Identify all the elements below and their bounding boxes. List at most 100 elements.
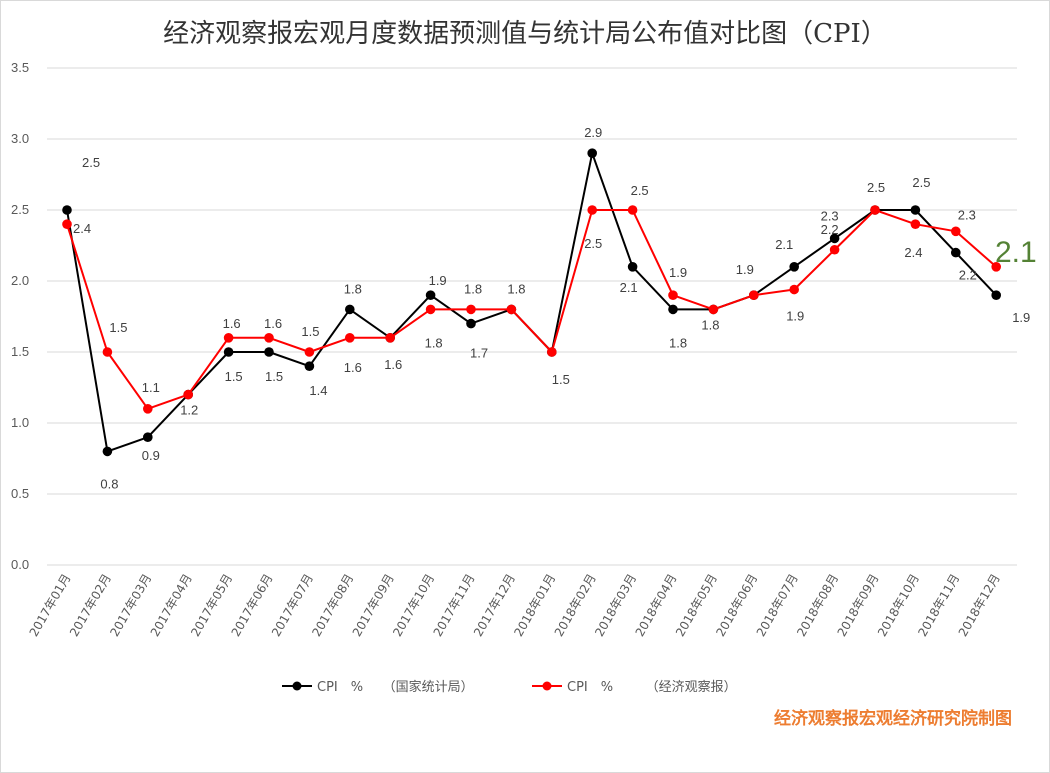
data-point — [102, 446, 113, 457]
data-labels-nbs: 2.5 0.8 0.9 1.2 1.5 1.5 1.4 1.8 1.6 1.9 1.7 1.8 1.5 2… — [82, 125, 1030, 491]
data-label: 1.5 — [225, 369, 243, 384]
data-point — [668, 290, 678, 301]
data-point — [951, 247, 961, 258]
data-label: 2.5 — [867, 180, 885, 195]
data-label: 2.3 — [821, 208, 839, 223]
data-label: 0.8 — [100, 476, 118, 491]
data-label: 2.4 — [73, 221, 91, 236]
legend-label-nbs: CPI % （国家统计局） — [317, 679, 474, 695]
y-axis-ticks: 0.0 0.5 1.0 1.5 2.0 2.5 3.0 3.5 — [11, 60, 29, 572]
data-label: 1.5 — [265, 369, 283, 384]
data-point — [223, 333, 234, 343]
data-label: 2.3 — [958, 207, 976, 222]
data-point — [264, 347, 274, 357]
data-point — [829, 244, 840, 255]
data-label: 1.8 — [507, 281, 525, 296]
data-label: 2.5 — [584, 236, 602, 251]
data-point — [143, 432, 153, 443]
data-point — [466, 318, 476, 329]
data-label: 1.8 — [464, 281, 482, 296]
gridlines — [47, 67, 1017, 566]
data-point — [991, 290, 1001, 301]
data-label: 1.2 — [180, 403, 198, 418]
data-point — [506, 304, 517, 315]
data-label: 2.2 — [959, 268, 977, 283]
data-point — [829, 233, 840, 244]
data-label: 1.9 — [429, 273, 447, 288]
callout-last-forecast: 2.1 — [995, 236, 1037, 269]
data-point — [223, 347, 234, 357]
legend: CPI % （国家统计局） CPI % （经济观察报） — [282, 679, 737, 695]
data-label: 1.7 — [470, 346, 488, 361]
data-point — [627, 262, 638, 272]
data-point — [910, 219, 921, 229]
data-label: 1.6 — [264, 316, 282, 331]
data-point — [749, 290, 759, 301]
data-label: 2.1 — [620, 280, 638, 295]
data-point — [789, 262, 799, 272]
y-tick-label: 3.5 — [11, 60, 29, 75]
legend-marker-eeo — [542, 681, 552, 691]
data-point — [910, 205, 921, 215]
data-label: 1.5 — [109, 320, 127, 335]
data-point — [789, 284, 799, 295]
data-point — [143, 404, 153, 414]
data-label: 1.6 — [384, 357, 402, 372]
data-point — [385, 333, 396, 343]
data-point — [62, 205, 72, 215]
data-label: 2.5 — [631, 183, 649, 198]
data-label: 2.2 — [821, 222, 839, 237]
data-point — [951, 226, 961, 237]
data-point — [425, 290, 436, 301]
data-point — [708, 304, 719, 315]
data-label: 1.8 — [425, 335, 443, 350]
y-tick-label: 2.0 — [11, 273, 29, 288]
data-point — [183, 389, 193, 400]
data-label: 2.1 — [775, 237, 793, 252]
data-point — [62, 219, 72, 229]
data-point — [991, 262, 1001, 272]
data-point — [345, 304, 355, 315]
data-label: 1.1 — [142, 380, 160, 395]
y-tick-label: 0.0 — [11, 557, 29, 572]
data-point — [668, 304, 678, 315]
data-point — [587, 148, 597, 158]
y-tick-label: 0.5 — [11, 486, 29, 501]
data-point — [587, 205, 597, 215]
chart-title: 经济观察报宏观月度数据预测值与统计局公布值对比图（CPI） — [163, 19, 887, 49]
data-label: 1.8 — [344, 281, 362, 296]
data-label: 1.9 — [669, 265, 687, 280]
data-label: 1.4 — [309, 383, 327, 398]
data-point — [425, 304, 436, 315]
y-tick-label: 3.0 — [11, 131, 29, 146]
data-label: 1.8 — [701, 317, 719, 332]
data-label: 2.4 — [904, 245, 922, 260]
data-label: 0.9 — [142, 448, 160, 463]
data-label: 1.9 — [736, 262, 754, 277]
data-label: 2.5 — [912, 175, 930, 190]
data-point — [304, 361, 315, 372]
y-tick-label: 2.5 — [11, 202, 29, 217]
data-label: 1.9 — [786, 309, 804, 324]
y-tick-label: 1.5 — [11, 344, 29, 359]
data-point — [627, 205, 638, 215]
series-line — [66, 209, 997, 410]
data-label: 1.6 — [223, 316, 241, 331]
data-point — [870, 205, 880, 215]
chart-credit: 经济观察报宏观经济研究院制图 — [774, 708, 1012, 729]
data-point — [345, 333, 355, 343]
data-label: 2.5 — [82, 155, 100, 170]
data-label: 1.6 — [344, 360, 362, 375]
data-point — [102, 347, 113, 357]
data-labels-eeo: 2.4 1.5 1.1 1.6 1.6 1.5 1.6 1.8 1.8 2.5 2.5 1.9 1.9 2… — [73, 183, 976, 395]
legend-marker-nbs — [292, 681, 302, 691]
data-point — [304, 347, 315, 357]
data-label: 1.9 — [1012, 310, 1030, 325]
data-point — [547, 347, 557, 357]
data-label: 1.5 — [552, 372, 570, 387]
data-point — [466, 304, 476, 315]
data-label: 2.9 — [584, 125, 602, 140]
